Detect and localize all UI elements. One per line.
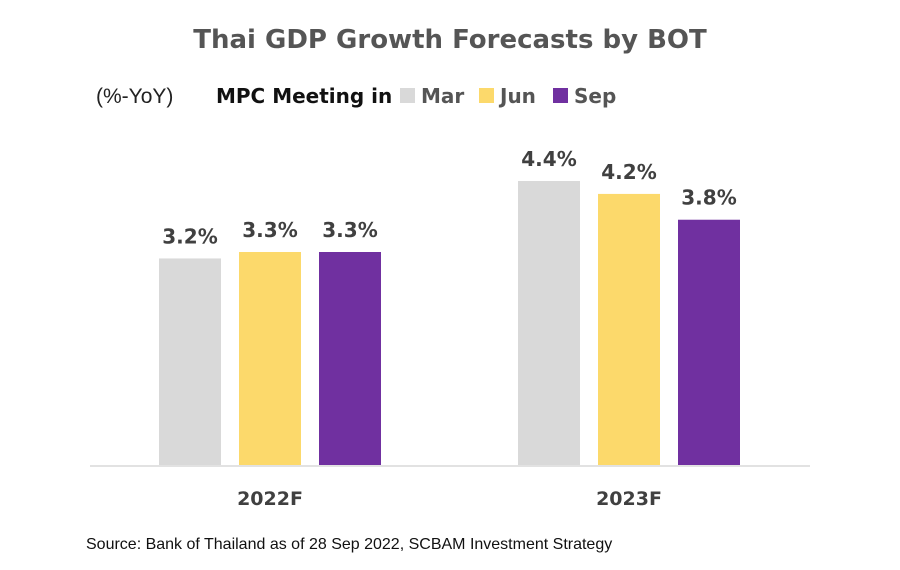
legend-label-mar: Mar: [421, 84, 464, 108]
bar-2022f-sep: [319, 252, 381, 465]
source-note: Source: Bank of Thailand as of 28 Sep 20…: [86, 536, 612, 553]
bar-2023f-mar: [518, 181, 580, 465]
legend-label-sep: Sep: [574, 84, 616, 108]
chart-title: Thai GDP Growth Forecasts by BOT: [193, 25, 707, 55]
legend: MPC Meeting in Mar Jun Sep: [216, 84, 616, 108]
category-label-2022f: 2022F: [237, 488, 303, 510]
legend-title: MPC Meeting in: [216, 84, 392, 108]
data-label-2022f-mar: 3.2%: [162, 224, 217, 248]
category-label-2023f: 2023F: [596, 488, 662, 510]
data-label-2022f-jun: 3.3%: [242, 218, 297, 242]
data-label-2023f-jun: 4.2%: [601, 160, 656, 184]
bar-2022f-jun: [239, 252, 301, 465]
data-label-2023f-mar: 4.4%: [521, 147, 576, 171]
unit-label: (%-YoY): [96, 85, 173, 108]
bars-group: 3.2% 3.3% 3.3% 4.4% 4.2% 3.8%: [159, 147, 740, 465]
legend-swatch-jun: [479, 88, 494, 103]
category-labels: 2022F 2023F: [237, 488, 662, 510]
data-label-2023f-sep: 3.8%: [681, 186, 736, 210]
legend-swatch-mar: [400, 88, 415, 103]
bar-2023f-jun: [598, 193, 660, 465]
bar-2022f-mar: [159, 258, 221, 465]
legend-swatch-sep: [553, 88, 568, 103]
legend-label-jun: Jun: [498, 84, 536, 108]
bar-2023f-sep: [678, 219, 740, 465]
data-label-2022f-sep: 3.3%: [322, 218, 377, 242]
